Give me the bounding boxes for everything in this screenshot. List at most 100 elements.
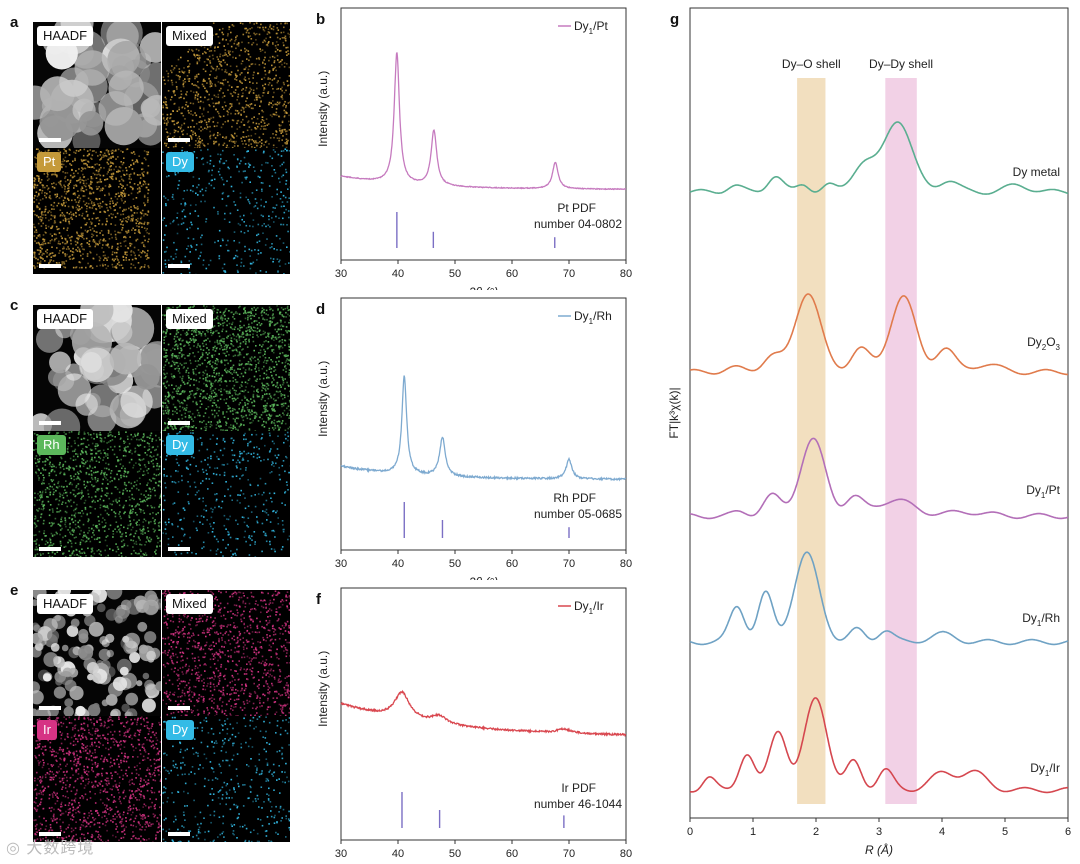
map-speckle: [33, 148, 150, 270]
x-tick-label: 40: [392, 268, 404, 280]
plot-frame: [340, 587, 627, 841]
reference-number: number 04-0802: [534, 217, 622, 231]
x-tick-label: 60: [506, 268, 518, 280]
em-image-a-el2: Dy: [162, 148, 290, 274]
em-image-c-mixed: Mixed: [162, 305, 290, 431]
reference-label: Pt PDF: [557, 201, 596, 215]
x-tick-label: 30: [335, 558, 347, 570]
y-axis-label: Intensity (a.u.): [316, 361, 330, 437]
x-tick-label: 80: [620, 848, 632, 860]
scale-bar: [168, 264, 190, 268]
x-tick-label: 4: [939, 826, 945, 838]
em-image-a-el1: Pt: [33, 148, 161, 274]
x-tick-label: 1: [750, 826, 756, 838]
panel-letter-b: b: [316, 11, 325, 28]
em-label-haadf: HAADF: [37, 594, 94, 614]
em-label-el1: Rh: [37, 435, 66, 455]
haadf-particles: [33, 305, 161, 431]
scale-bar: [168, 421, 190, 425]
shell-label: Dy–O shell: [782, 57, 841, 71]
series-label: Dy metal: [1013, 165, 1060, 179]
x-tick-label: 30: [335, 268, 347, 280]
panel-letter-e: e: [10, 582, 19, 599]
em-image-e-el1: Ir: [33, 716, 161, 842]
scale-bar: [39, 547, 61, 551]
y-axis-label: Intensity (a.u.): [316, 71, 330, 147]
legend-label: Dy1/Ir: [574, 599, 604, 616]
em-image-c-el1: Rh: [33, 431, 161, 557]
x-tick-label: 5: [1002, 826, 1008, 838]
watermark: ◎ 大数跨境: [6, 834, 94, 858]
em-label-el2: Dy: [166, 435, 194, 455]
em-image-e-el2: Dy: [162, 716, 290, 842]
plot-frame: [340, 7, 627, 261]
scale-bar: [168, 547, 190, 551]
x-tick-label: 60: [506, 558, 518, 570]
y-axis-label: Intensity (a.u.): [316, 651, 330, 727]
em-image-a-mixed: Mixed: [162, 22, 290, 148]
scale-bar: [168, 138, 190, 142]
plot-frame: [340, 297, 627, 551]
scale-bar: [39, 706, 61, 710]
em-label-el1: Pt: [37, 152, 62, 172]
exafs-curve: [689, 551, 1069, 646]
map-speckle: [162, 590, 290, 716]
panel-letter-c: c: [10, 297, 19, 314]
em-label-mixed: Mixed: [166, 26, 213, 46]
xrd-curve: [340, 52, 627, 191]
scale-bar: [39, 264, 61, 268]
map-speckle: [162, 716, 290, 842]
scale-bar: [39, 421, 61, 425]
scale-bar: [168, 706, 190, 710]
em-image-e-mixed: Mixed: [162, 590, 290, 716]
xrd-chart-b: b 30 40 50 60 70 80 2θ (°) Intensity (a.u.) Dy1/P…: [316, 7, 632, 290]
series-label: Dy2O3: [1027, 335, 1060, 352]
x-tick-label: 40: [392, 558, 404, 570]
x-tick-label: 50: [449, 558, 461, 570]
legend-label: Dy1/Pt: [574, 19, 608, 36]
x-tick-label: 3: [876, 826, 882, 838]
reference-number: number 46-1044: [534, 797, 622, 811]
em-label-haadf: HAADF: [37, 26, 94, 46]
x-tick-label: 6: [1065, 826, 1071, 838]
x-tick-label: 70: [563, 268, 575, 280]
panel-letter-a: a: [10, 14, 19, 31]
x-tick-label: 40: [392, 848, 404, 860]
x-tick-label: 50: [449, 268, 461, 280]
em-image-c-haadf: HAADF: [33, 305, 161, 431]
reference-label: Rh PDF: [553, 491, 596, 505]
panel-letter-g: g: [670, 11, 679, 28]
em-label-haadf: HAADF: [37, 309, 94, 329]
em-label-mixed: Mixed: [166, 309, 213, 329]
x-tick-label: 30: [335, 848, 347, 860]
xrd-chart-f: f3040506070802θ (°)Intensity (a.u.)Dy1/I…: [316, 587, 632, 860]
em-image-e-haadf: HAADF: [33, 590, 161, 716]
shell-label: Dy–Dy shell: [869, 57, 933, 71]
scale-bar: [39, 832, 61, 836]
x-tick-label: 80: [620, 268, 632, 280]
panel-letter-f: f: [316, 591, 322, 608]
reference-number: number 05-0685: [534, 507, 622, 521]
map-speckle: [162, 22, 290, 148]
exafs-curve: [689, 697, 1069, 794]
scale-bar: [168, 832, 190, 836]
x-axis-label: R (Å): [865, 842, 893, 857]
exafs-curve: [689, 121, 1069, 195]
panel-letter-d: d: [316, 301, 325, 318]
em-label-el2: Dy: [166, 720, 194, 740]
x-tick-label: 50: [449, 848, 461, 860]
xrd-chart-d: d 30 40 50 60 70 80 2θ (°) Intensity (a.u.) Dy1/R…: [316, 297, 632, 580]
x-tick-label: 70: [563, 558, 575, 570]
x-tick-label: 60: [506, 848, 518, 860]
map-speckle: [33, 431, 161, 557]
exafs-curve: [689, 293, 1068, 376]
x-axis-label: 2θ (°): [468, 575, 498, 580]
em-label-el1: Ir: [37, 720, 57, 740]
x-tick-label: 70: [563, 848, 575, 860]
shell-band: [797, 78, 826, 804]
shell-band: [885, 78, 917, 804]
scale-bar: [39, 138, 61, 142]
series-label: Dy1/Rh: [1022, 611, 1060, 628]
legend-label: Dy1/Rh: [574, 309, 612, 326]
watermark-icon: ◎: [6, 840, 27, 857]
